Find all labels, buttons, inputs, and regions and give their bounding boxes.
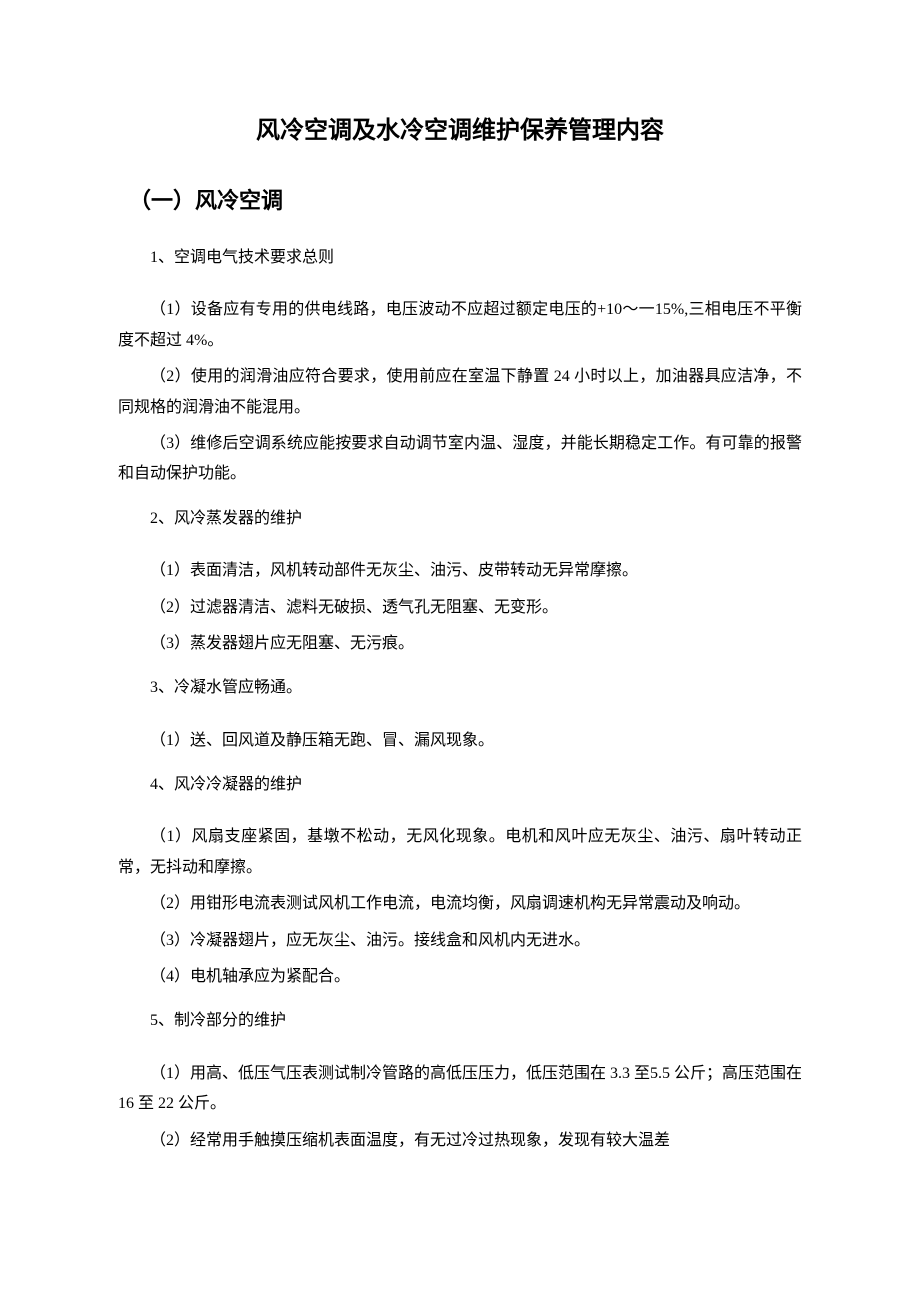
item-1-p1: （1）设备应有专用的供电线路，电压波动不应超过额定电压的+10～一15%,三相电…	[118, 295, 802, 356]
document-title: 风冷空调及水冷空调维护保养管理内容	[118, 110, 802, 145]
item-4-p2: （2）用钳形电流表测试风机工作电流，电流均衡，风扇调速机构无异常震动及响动。	[118, 889, 802, 919]
item-4-block: 4、风冷冷凝器的维护 （1）风扇支座紧固，基墩不松动，无风化现象。电机和风叶应无…	[118, 770, 802, 992]
item-2-p3: （3）蒸发器翅片应无阻塞、无污痕。	[118, 629, 802, 659]
item-1-block: 1、空调电气技术要求总则 （1）设备应有专用的供电线路，电压波动不应超过额定电压…	[118, 243, 802, 490]
item-2-p1: （1）表面清洁，风机转动部件无灰尘、油污、皮带转动无异常摩擦。	[118, 556, 802, 586]
item-4-p4: （4）电机轴承应为紧配合。	[118, 962, 802, 992]
item-1-p3: （3）维修后空调系统应能按要求自动调节室内温、湿度，并能长期稳定工作。有可靠的报…	[118, 429, 802, 490]
item-5-p1: （1）用高、低压气压表测试制冷管路的高低压压力，低压范围在 3.3 至5.5 公…	[118, 1059, 802, 1120]
item-4-p1: （1）风扇支座紧固，基墩不松动，无风化现象。电机和风叶应无灰尘、油污、扇叶转动正…	[118, 822, 802, 883]
item-4-p3: （3）冷凝器翅片，应无灰尘、油污。接线盒和风机内无进水。	[118, 926, 802, 956]
item-4-heading: 4、风冷冷凝器的维护	[118, 770, 802, 800]
item-3-p1: （1）送、回风道及静压箱无跑、冒、漏风现象。	[118, 726, 802, 756]
item-1-p2: （2）使用的润滑油应符合要求，使用前应在室温下静置 24 小时以上，加油器具应洁…	[118, 362, 802, 423]
item-2-p2: （2）过滤器清洁、滤料无破损、透气孔无阻塞、无变形。	[118, 593, 802, 623]
item-5-p2: （2）经常用手触摸压缩机表面温度，有无过冷过热现象，发现有较大温差	[118, 1126, 802, 1156]
item-1-heading: 1、空调电气技术要求总则	[118, 243, 802, 273]
item-2-heading: 2、风冷蒸发器的维护	[118, 504, 802, 534]
item-2-block: 2、风冷蒸发器的维护 （1）表面清洁，风机转动部件无灰尘、油污、皮带转动无异常摩…	[118, 504, 802, 660]
item-5-block: 5、制冷部分的维护 （1）用高、低压气压表测试制冷管路的高低压压力，低压范围在 …	[118, 1006, 802, 1156]
section-1-heading: （一）风冷空调	[118, 183, 802, 215]
item-5-heading: 5、制冷部分的维护	[118, 1006, 802, 1036]
item-3-block: 3、冷凝水管应畅通。 （1）送、回风道及静压箱无跑、冒、漏风现象。	[118, 673, 802, 756]
item-3-heading: 3、冷凝水管应畅通。	[118, 673, 802, 703]
